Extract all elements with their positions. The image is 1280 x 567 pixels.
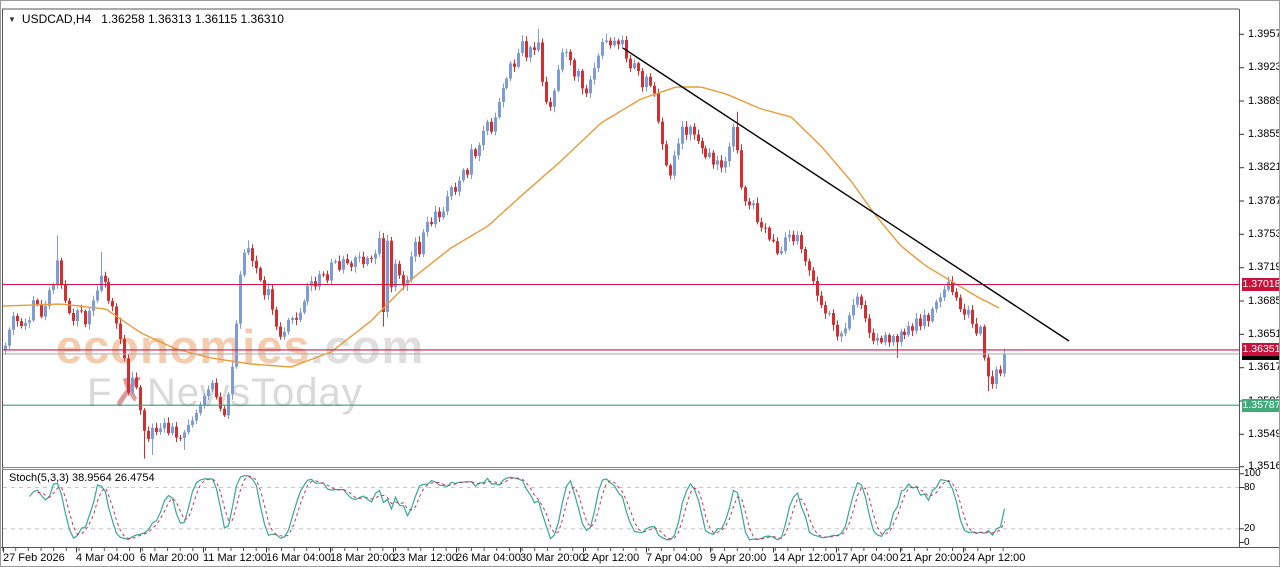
date-label: 9 Apr 20:00: [710, 552, 767, 564]
price-level-badge: 1.37018: [1242, 278, 1280, 292]
ohlc-values: 1.36258 1.36313 1.36115 1.36310: [101, 12, 284, 26]
stochastic-indicator-label: Stoch(5,3,3) 38.9564 26.4754: [9, 472, 155, 484]
price-tick-label: 1.36510: [1248, 327, 1279, 340]
price-tick-label: 1.35160: [1248, 460, 1279, 473]
price-level-badge: 1.36351: [1242, 343, 1280, 357]
price-tick-label: 1.38550: [1248, 127, 1279, 140]
stoch-tick-label: 80: [1244, 481, 1256, 493]
watermark-economies: economies.com: [56, 320, 425, 373]
date-label: 30 Mar 20:00: [520, 552, 585, 564]
price-tick-label: 1.38210: [1248, 161, 1279, 174]
date-label: 27 Feb 2026: [3, 552, 65, 564]
price-level-badge: 1.35787: [1242, 398, 1280, 412]
price-tick-label: 1.38890: [1248, 94, 1279, 107]
date-label: 23 Mar 12:00: [393, 552, 458, 564]
price-tick-label: 1.39570: [1248, 27, 1279, 40]
date-label: 24 Apr 12:00: [963, 552, 1026, 564]
date-label: 2 Apr 12:00: [583, 552, 640, 564]
date-label: 26 Mar 04:00: [456, 552, 521, 564]
candles: [4, 28, 1006, 459]
moving-average-line: [2, 86, 1000, 368]
date-label: 4 Mar 04:00: [76, 552, 135, 564]
symbol-timeframe: USDCAD,H4: [21, 12, 92, 26]
date-label: 17 Apr 04:00: [836, 552, 899, 564]
price-tick-label: 1.37870: [1248, 194, 1279, 207]
date-label: 6 Mar 20:00: [140, 552, 199, 564]
price-tick-label: 1.36170: [1248, 361, 1279, 374]
price-tick-label: 1.36850: [1248, 294, 1279, 307]
price-tick-label: 1.37530: [1248, 227, 1279, 240]
date-label: 21 Apr 20:00: [900, 552, 963, 564]
date-label: 14 Apr 12:00: [773, 552, 836, 564]
price-tick-label: 1.37190: [1248, 261, 1279, 274]
date-label: 7 Apr 04:00: [646, 552, 703, 564]
date-label: 11 Mar 12:00: [203, 552, 268, 564]
date-label: 18 Mar 20:00: [330, 552, 395, 564]
chart-title: ▼ USDCAD,H4 1.36258 1.36313 1.36115 1.3631…: [8, 12, 284, 26]
chevron-down-icon[interactable]: ▼: [8, 15, 16, 24]
stoch-tick-label: 20: [1244, 522, 1256, 534]
descending-trendline[interactable]: [622, 47, 1070, 342]
stoch-tick-label: 0: [1244, 536, 1250, 548]
stoch-tick-label: 100: [1244, 467, 1261, 479]
price-tick-label: 1.39230: [1248, 61, 1279, 74]
stoch-k-line: [29, 474, 1006, 541]
date-label: 16 Mar 04:00: [266, 552, 331, 564]
price-tick-label: 1.35490: [1248, 427, 1279, 440]
stoch-d-line: [37, 475, 1005, 540]
